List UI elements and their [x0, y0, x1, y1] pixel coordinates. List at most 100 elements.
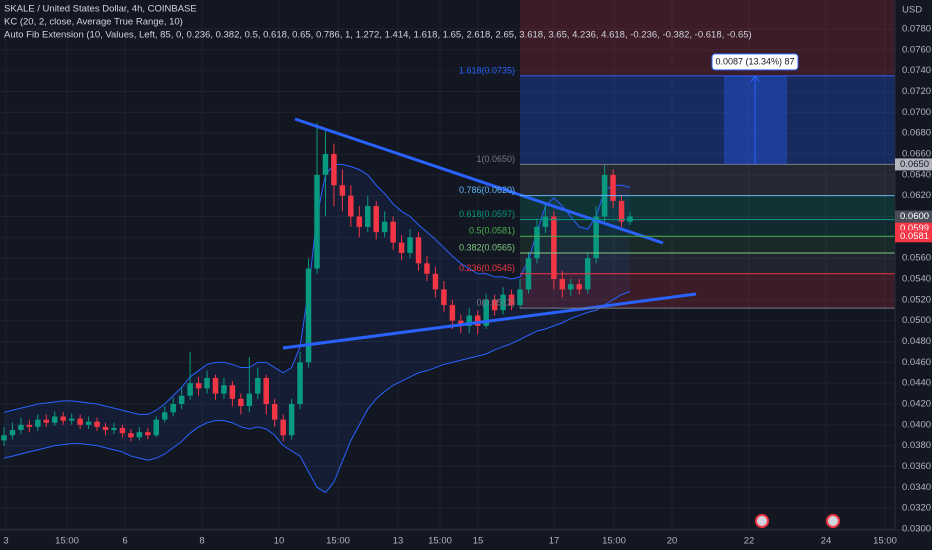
x-tick-label: 10	[274, 536, 285, 547]
candles	[1, 122, 633, 446]
y-tick-label: 0.0500	[902, 315, 931, 326]
x-tick-label: 15:00	[602, 536, 626, 547]
candle-body	[474, 315, 481, 326]
candle-body	[398, 242, 405, 253]
candle-body	[195, 383, 202, 389]
y-tick-label: 0.0520	[902, 294, 931, 305]
x-tick-label: 6	[122, 536, 127, 547]
trendline	[282, 292, 697, 350]
candle-body	[145, 432, 151, 436]
y-tick-label: 0.0360	[902, 461, 931, 472]
candle-body	[559, 279, 566, 290]
candle-body	[305, 268, 312, 363]
candle-body	[466, 315, 473, 326]
y-tick-label: 0.0400	[902, 419, 931, 430]
fib-label: 0.786(0.0620)	[459, 185, 515, 195]
fib-zone	[520, 0, 895, 76]
candle-body	[119, 427, 126, 434]
y-tick-label: 0.0560	[902, 253, 931, 264]
fib-label: 0(0.0512)	[476, 298, 515, 308]
candle-body	[111, 427, 117, 431]
event-icon[interactable]	[826, 514, 840, 528]
candle-body	[94, 421, 100, 427]
band-fill	[4, 164, 630, 493]
fib-zone	[520, 219, 895, 237]
candle-body	[491, 299, 498, 311]
trendline	[294, 117, 664, 245]
x-tick-label: 13	[393, 536, 404, 547]
fib-zone	[520, 273, 895, 309]
fib-zone	[520, 195, 895, 220]
y-tick-label: 0.0340	[902, 482, 931, 493]
candle-body	[432, 273, 439, 290]
candle-body	[542, 216, 549, 227]
chart-title: SKALE / United States Dollar, 4h, COINBA…	[4, 4, 197, 15]
candle-body	[508, 294, 515, 306]
indicator-label: Auto Fib Extension (10, Values, Left, 85…	[4, 30, 752, 41]
candle-body	[229, 385, 236, 399]
measure: 0.0087 (13.34%) 87	[711, 53, 799, 165]
x-tick-label: 20	[667, 536, 678, 547]
fib-label: 0.618(0.0597)	[459, 209, 515, 219]
candle-body	[348, 195, 354, 217]
candle-body	[593, 216, 599, 259]
y-tick-label: 0.0640	[902, 169, 931, 180]
candle-body	[390, 221, 396, 243]
event-icon[interactable]	[755, 514, 769, 528]
x-tick-label: 15:00	[55, 536, 79, 547]
candle-body	[381, 221, 388, 233]
candle-body	[534, 226, 540, 259]
price-label-bg	[895, 210, 932, 223]
x-tick-label: 15:00	[873, 536, 897, 547]
candle-body	[407, 237, 413, 253]
y-tick-label: 0.0420	[902, 399, 931, 410]
candle-body	[551, 216, 557, 279]
candle-body	[424, 263, 430, 274]
candle-body	[500, 294, 506, 311]
x-tick-label: 8	[199, 536, 204, 547]
candle-body	[322, 154, 329, 175]
candle-body	[449, 305, 456, 321]
candle-body	[246, 393, 253, 407]
candle-body	[517, 289, 523, 306]
candle-body	[568, 284, 574, 290]
candle-body	[483, 299, 489, 326]
candle-body	[26, 424, 33, 427]
candle-body	[263, 377, 269, 404]
price-label: 0.0599	[900, 223, 929, 234]
candle-body	[627, 216, 633, 222]
candle-body	[331, 154, 337, 186]
fib-label: 1.618(0.0735)	[459, 65, 515, 75]
candle-body	[153, 419, 160, 436]
candle-body	[212, 377, 219, 394]
y-tick-label: 0.0740	[902, 65, 931, 76]
candle-body	[365, 206, 371, 227]
candle-body	[35, 419, 41, 427]
fib-levels: 1.618(0.0735) 1(0.0650) 0.786(0.0620) 0.618…	[459, 65, 895, 309]
y-tick-label: 0.0680	[902, 128, 931, 139]
fib-label: 0.5(0.0581)	[469, 226, 515, 236]
measure-label: 0.0087 (13.34%) 87	[715, 56, 794, 66]
measure-label-bg	[711, 53, 799, 71]
y-tick-label: 0.0760	[902, 44, 931, 55]
candle-body	[77, 418, 83, 425]
candle-body	[415, 237, 422, 264]
candle-body	[576, 284, 582, 290]
y-tick-label: 0.0540	[902, 274, 931, 285]
candle-body	[441, 289, 447, 306]
candle-body	[52, 416, 58, 423]
candle-body	[288, 404, 295, 436]
price-label: 0.0581	[900, 231, 929, 242]
candle-body	[43, 419, 50, 423]
fib-label: 1(0.0650)	[476, 154, 515, 164]
candle-body	[18, 424, 24, 431]
candle-body	[610, 174, 616, 201]
price-label-bg	[895, 158, 932, 171]
x-tick-label: 3	[3, 536, 8, 547]
kc-lower	[3, 291, 631, 494]
grid	[0, 0, 895, 530]
candle-body	[68, 418, 75, 421]
candle-body	[60, 416, 66, 421]
candle-body	[618, 200, 625, 222]
